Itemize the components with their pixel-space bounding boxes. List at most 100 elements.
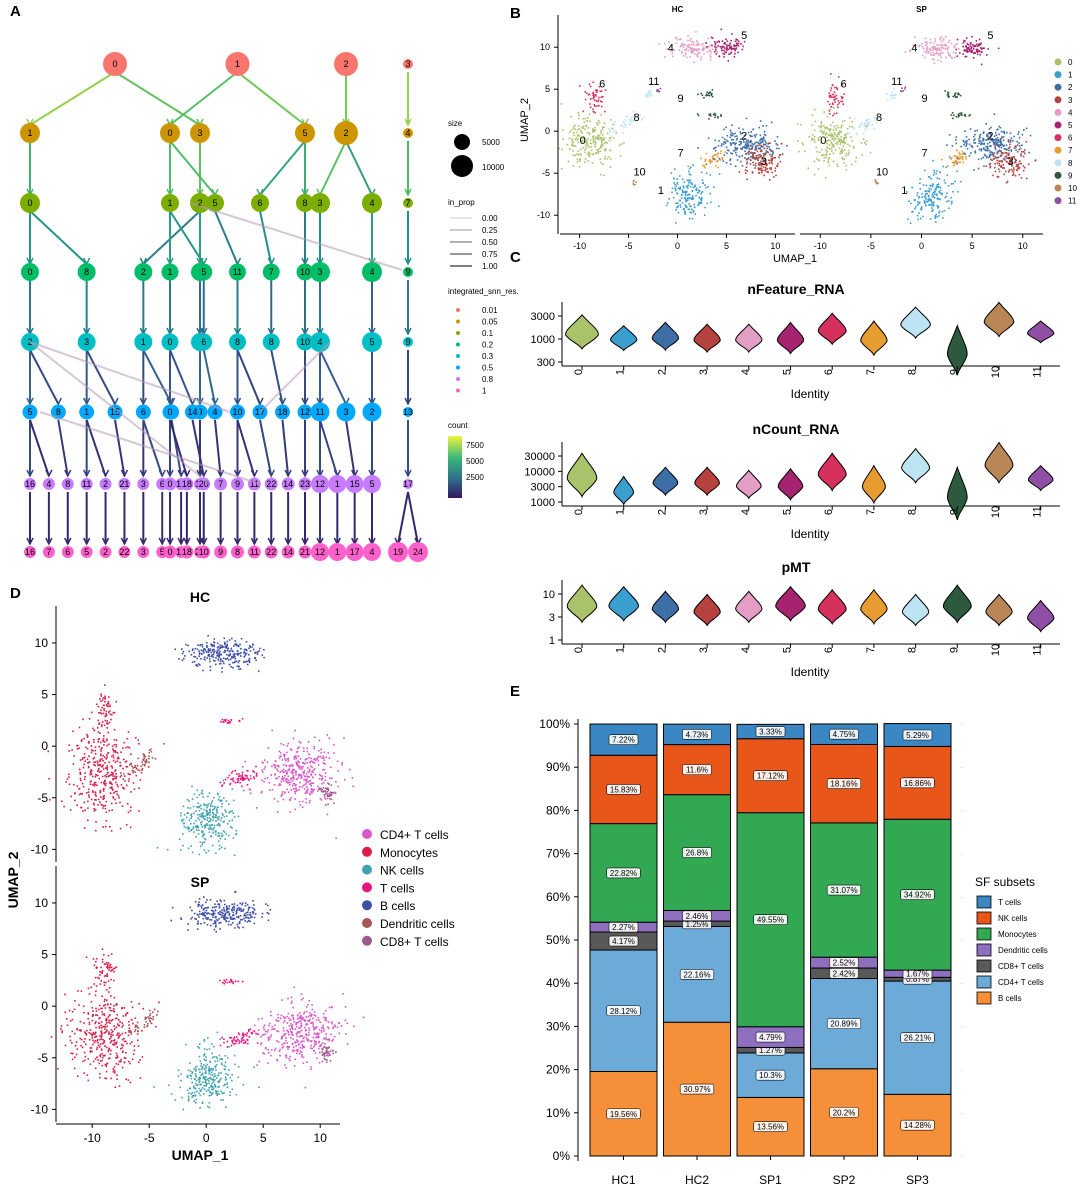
umap-point — [281, 793, 283, 795]
umap-point — [241, 775, 243, 778]
tree-edge-arrow — [139, 397, 148, 406]
umap-point — [577, 125, 580, 127]
umap-point — [839, 130, 841, 132]
umap-point — [747, 145, 750, 148]
umap-point — [219, 647, 221, 649]
umap-point — [221, 667, 223, 669]
umap-point — [226, 722, 229, 724]
umap-point — [632, 183, 635, 185]
umap-point — [745, 147, 748, 150]
umap-point — [304, 792, 307, 794]
tree-edge-arrow — [139, 537, 148, 546]
umap-point — [937, 198, 940, 200]
umap-point — [222, 657, 225, 660]
umap-point — [841, 97, 843, 100]
umap-point — [709, 50, 711, 52]
umap-point — [197, 829, 200, 831]
umap-point — [109, 1022, 111, 1025]
size-legend-value: 10000 — [482, 163, 505, 172]
tree-node-label: 10 — [300, 337, 310, 347]
umap-point — [326, 788, 328, 790]
umap-point — [197, 663, 200, 665]
umap-point — [218, 832, 220, 835]
umap-point — [99, 790, 102, 793]
umap-point — [305, 778, 308, 781]
tree-node — [388, 542, 408, 562]
umap-point — [573, 126, 575, 128]
umap-point — [88, 1038, 91, 1041]
umap-point — [70, 1052, 72, 1055]
umap-point — [97, 798, 100, 801]
cluster-legend-swatch — [1054, 58, 1062, 66]
tree-node — [190, 123, 210, 143]
umap-point — [1003, 132, 1006, 135]
umap-point — [1008, 147, 1010, 149]
umap-point — [1018, 173, 1021, 176]
violin-shape — [775, 585, 806, 622]
umap-point — [989, 155, 991, 158]
umap-point — [841, 150, 844, 152]
umap-point — [944, 90, 946, 92]
umap-point — [811, 139, 813, 141]
umap-point — [743, 134, 746, 137]
umap-point — [624, 126, 626, 129]
umap-point — [278, 775, 280, 778]
umap-point — [1028, 151, 1030, 154]
umap-point — [847, 143, 849, 146]
umap-point — [626, 115, 628, 117]
umap-point — [692, 61, 695, 63]
umap-point — [120, 1058, 122, 1061]
violin-shape — [651, 321, 679, 352]
umap-point — [86, 792, 88, 794]
umap-point — [128, 1024, 130, 1026]
umap-point — [626, 116, 628, 118]
umap-point — [93, 756, 96, 759]
umap-point — [986, 134, 989, 137]
umap-point — [600, 100, 602, 102]
violin-x-tick-label: 2 — [656, 647, 668, 653]
umap-point — [108, 969, 110, 971]
umap-point — [1021, 151, 1023, 153]
umap-point — [291, 772, 293, 775]
umap-point — [1025, 141, 1028, 143]
umap-point — [811, 114, 814, 116]
violin-shape — [860, 588, 888, 626]
tree-node-label: 5 — [369, 337, 374, 347]
umap-point — [284, 759, 287, 762]
umap-point — [901, 87, 903, 89]
umap-point — [230, 666, 232, 668]
umap-point — [598, 104, 600, 107]
umap-point — [955, 52, 957, 55]
umap-point — [925, 204, 927, 207]
umap-point — [111, 802, 113, 805]
umap-point — [104, 1054, 106, 1057]
umap-point — [214, 806, 216, 808]
umap-point — [288, 781, 290, 784]
umap-point — [237, 650, 239, 653]
umap-point — [705, 93, 708, 96]
umap-point — [902, 90, 904, 92]
umap-point — [765, 152, 767, 154]
umap-point — [582, 110, 584, 113]
umap-point — [1008, 156, 1010, 159]
violin-shape — [693, 593, 721, 627]
umap-point — [755, 157, 757, 159]
tree-edge-arrow — [233, 257, 242, 266]
umap-point — [113, 967, 115, 970]
umap-point — [277, 811, 279, 813]
umap-point — [219, 662, 222, 665]
umap-point — [1011, 170, 1014, 172]
umap-point — [727, 140, 729, 143]
umap-point — [307, 788, 309, 790]
tree-node-label: 0 — [167, 128, 172, 138]
tree-edge — [236, 349, 261, 405]
res-legend-dot — [456, 365, 460, 370]
umap-point — [921, 193, 923, 195]
umap-point — [230, 826, 232, 828]
umap-point — [820, 121, 823, 123]
umap-point — [76, 1048, 79, 1050]
tree-node-label: 9 — [218, 547, 223, 557]
umap-point — [253, 771, 256, 773]
umap-point — [204, 838, 207, 841]
umap-point — [939, 39, 942, 41]
